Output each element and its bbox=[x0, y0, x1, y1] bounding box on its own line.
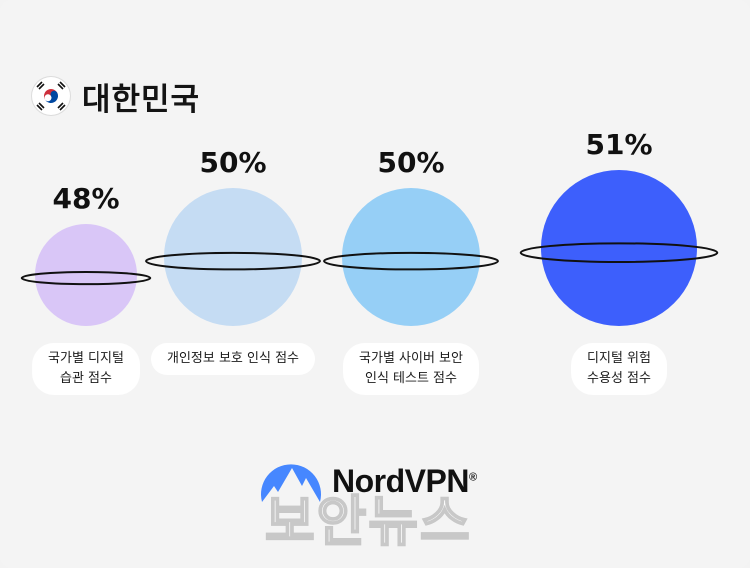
logo-text: NordVPN bbox=[332, 462, 469, 499]
metric-label-3: 국가별 사이버 보안 인식 테스트 점수 bbox=[343, 343, 479, 395]
metric-label-2: 개인정보 보호 인식 점수 bbox=[151, 343, 315, 375]
watermark-text: 보안뉴스 bbox=[264, 490, 472, 553]
planet-ring-2 bbox=[145, 251, 321, 271]
metric-label-1: 국가별 디지털 습관 점수 bbox=[32, 343, 140, 395]
percent-label-1: 48% bbox=[52, 182, 120, 215]
nordvpn-mountain-icon bbox=[261, 464, 321, 502]
percent-label-3: 50% bbox=[377, 146, 445, 179]
planet-bubble-2 bbox=[164, 188, 302, 326]
metric-label-4: 디지털 위험 수용성 점수 bbox=[571, 343, 667, 395]
planet-ring-3 bbox=[323, 251, 499, 271]
country-header: 대한민국 bbox=[32, 76, 201, 118]
nordvpn-logo: NordVPN® bbox=[258, 456, 477, 506]
country-title: 대한민국 bbox=[82, 81, 201, 118]
planet-ring-1 bbox=[20, 270, 152, 286]
planet-ring-4 bbox=[519, 242, 719, 264]
percent-label-4: 51% bbox=[585, 128, 653, 161]
planet-bubble-4 bbox=[541, 170, 697, 326]
planet-bubble-1 bbox=[35, 224, 137, 326]
planet-bubble-3 bbox=[342, 188, 480, 326]
percent-label-2: 50% bbox=[199, 146, 267, 179]
registered-mark: ® bbox=[468, 470, 477, 483]
south-korea-flag-icon bbox=[32, 77, 70, 115]
